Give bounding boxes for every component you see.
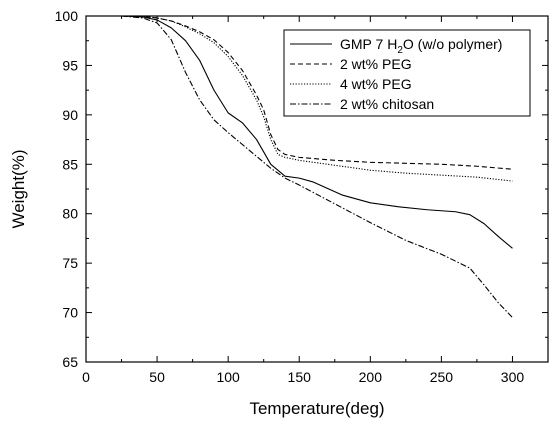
y-tick-label: 90 — [62, 107, 78, 123]
x-tick-label: 100 — [216, 369, 240, 385]
y-axis-ticks: 65 70 75 80 85 90 95 100 — [55, 8, 548, 370]
y-axis-title: Weight(%) — [9, 149, 28, 228]
y-tick-label: 100 — [55, 8, 79, 24]
x-tick-label: 200 — [359, 369, 383, 385]
series-layer — [121, 15, 513, 318]
y-tick-label: 80 — [62, 206, 78, 222]
legend-label-4: 2 wt% chitosan — [340, 96, 434, 112]
series-line-1 — [121, 15, 513, 249]
x-axis-ticks: 0 50 100 150 200 250 300 — [82, 16, 549, 385]
y-tick-label: 65 — [62, 354, 78, 370]
x-tick-label: 50 — [149, 369, 165, 385]
x-tick-label: 150 — [288, 369, 312, 385]
x-tick-label: 300 — [501, 369, 525, 385]
y-tick-label: 85 — [62, 156, 78, 172]
y-tick-label: 70 — [62, 305, 78, 321]
series-line-4 — [121, 15, 513, 318]
x-axis-title: Temperature(deg) — [249, 399, 384, 418]
y-tick-label: 95 — [62, 57, 78, 73]
series-line-2 — [121, 15, 513, 170]
legend-label-2: 2 wt% PEG — [340, 56, 412, 72]
legend-label-1: GMP 7 H2O (w/o polymer) — [340, 36, 502, 56]
legend: GMP 7 H2O (w/o polymer)2 wt% PEG 4 wt% PE… — [283, 29, 531, 117]
y-tick-label: 75 — [62, 255, 78, 271]
x-tick-label: 0 — [82, 369, 90, 385]
legend-label-3: 4 wt% PEG — [340, 76, 412, 92]
series-line-3 — [121, 15, 513, 182]
x-tick-label: 250 — [430, 369, 454, 385]
